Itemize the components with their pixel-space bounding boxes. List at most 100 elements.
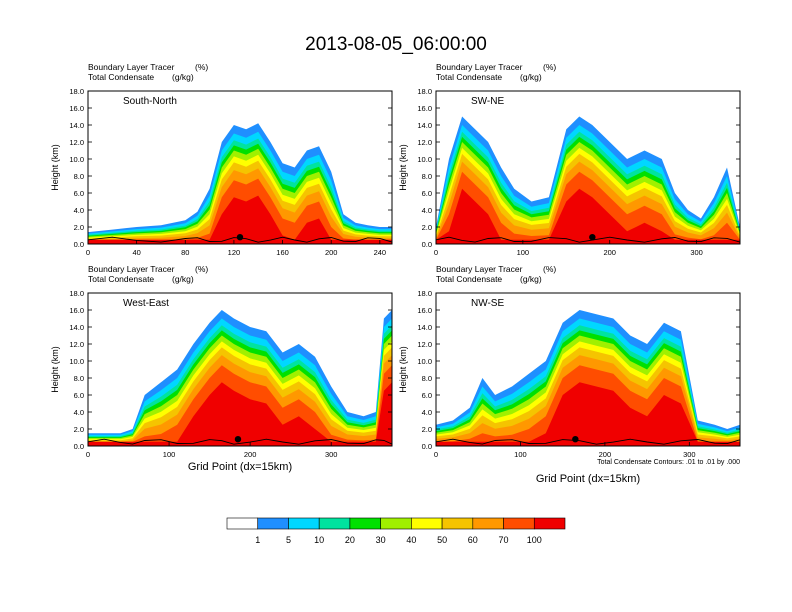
header-tracer-units: (%): [543, 62, 556, 72]
colorbar-swatch: [472, 517, 504, 530]
colorbar-label: 30: [376, 535, 386, 545]
y-tick-label: 8.0: [74, 172, 84, 181]
y-tick-label: 2.0: [422, 223, 432, 232]
tracer-band-100: [88, 382, 392, 446]
terrain-line: [88, 438, 392, 445]
colorbar-label: 10: [314, 535, 324, 545]
header-tracer-label: Boundary Layer Tracer: [88, 62, 175, 72]
y-axis-label: Height (km): [50, 144, 60, 191]
x-tick-label: 300: [325, 450, 338, 459]
colorbar-swatch: [503, 517, 535, 530]
y-tick-label: 12.0: [417, 340, 432, 349]
header-condensate-units: (g/kg): [172, 274, 194, 284]
x-tick-label: 200: [325, 248, 338, 257]
colorbar-label: 1: [255, 535, 260, 545]
y-tick-label: 4.0: [74, 408, 84, 417]
header-condensate-label: Total Condensate: [88, 72, 154, 82]
x-tick-label: 300: [690, 248, 703, 257]
y-tick-label: 0.0: [74, 240, 84, 249]
header-tracer-label: Boundary Layer Tracer: [436, 62, 523, 72]
panel-nw-se: Boundary Layer Tracer (%) Total Condensate…: [398, 264, 741, 459]
site-marker: [234, 436, 242, 443]
y-axis-label: Height (km): [398, 346, 408, 393]
colorbar-label: 50: [437, 535, 447, 545]
x-axis-label-left: Grid Point (dx=15km): [188, 461, 292, 473]
y-tick-label: 0.0: [74, 442, 84, 451]
y-tick-label: 18.0: [69, 87, 84, 96]
colorbar-swatch: [533, 517, 566, 530]
header-condensate-label: Total Condensate: [436, 72, 502, 82]
tracer-field: [88, 310, 392, 446]
panel-sw-ne: Boundary Layer Tracer (%) Total Condensate…: [398, 62, 741, 257]
tracer-band-100: [436, 188, 740, 244]
header-tracer-label: Boundary Layer Tracer: [436, 264, 523, 274]
colorbar-swatch: [411, 517, 443, 530]
x-tick-label: 240: [374, 248, 387, 257]
x-tick-label: 200: [603, 248, 616, 257]
terrain-line: [436, 438, 740, 445]
plot-frame: [87, 90, 393, 245]
plot-frame: [435, 292, 741, 447]
y-tick-label: 16.0: [417, 104, 432, 113]
tracer-field: [88, 123, 392, 244]
panel-west-east: Boundary Layer Tracer (%) Total Condensate…: [50, 264, 393, 459]
y-tick-label: 14.0: [417, 323, 432, 332]
y-tick-label: 8.0: [74, 374, 84, 383]
x-tick-label: 0: [434, 248, 438, 257]
y-tick-label: 12.0: [69, 138, 84, 147]
x-tick-label: 100: [514, 450, 527, 459]
y-tick-label: 0.0: [422, 442, 432, 451]
header-tracer-units: (%): [195, 264, 208, 274]
y-tick-label: 14.0: [69, 323, 84, 332]
y-tick-label: 0.0: [422, 240, 432, 249]
y-tick-label: 10.0: [69, 357, 84, 366]
header-tracer-label: Boundary Layer Tracer: [88, 264, 175, 274]
x-tick-label: 160: [276, 248, 289, 257]
figure-title: 2013-08-05_06:00:00: [305, 34, 487, 55]
x-tick-label: 200: [244, 450, 257, 459]
x-tick-label: 120: [228, 248, 241, 257]
colorbar-swatch: [441, 517, 474, 530]
y-tick-label: 10.0: [417, 357, 432, 366]
panel-name: SW-NE: [471, 96, 504, 107]
colorbar-label: 5: [286, 535, 291, 545]
y-tick-label: 6.0: [422, 391, 432, 400]
site-marker: [572, 436, 579, 443]
y-tick-label: 10.0: [69, 155, 84, 164]
y-tick-label: 16.0: [417, 306, 432, 315]
plot-frame: [87, 292, 393, 447]
y-tick-label: 2.0: [422, 425, 432, 434]
plot-frame: [435, 90, 741, 245]
y-tick-label: 12.0: [69, 340, 84, 349]
x-tick-label: 100: [517, 248, 530, 257]
y-tick-label: 6.0: [74, 391, 84, 400]
colorbar-swatch: [380, 517, 412, 530]
header-condensate-label: Total Condensate: [88, 274, 154, 284]
terrain-line: [436, 236, 740, 243]
contour-footnote: Total Condensate Contours: .01 to .01 by…: [597, 459, 740, 466]
panel-name: South-North: [123, 96, 177, 107]
panel-name: West-East: [123, 298, 169, 309]
x-tick-label: 40: [132, 248, 140, 257]
colorbar: 1 5 10 20 30 40 50 60 70 100: [226, 517, 566, 545]
y-tick-label: 6.0: [422, 189, 432, 198]
site-marker: [236, 234, 244, 241]
y-tick-label: 18.0: [69, 289, 84, 298]
header-tracer-units: (%): [195, 62, 208, 72]
colorbar-swatch: [288, 517, 320, 530]
y-tick-label: 4.0: [422, 206, 432, 215]
colorbar-swatch: [226, 517, 259, 530]
y-tick-label: 16.0: [69, 104, 84, 113]
colorbar-label: 100: [527, 535, 542, 545]
y-tick-label: 16.0: [69, 306, 84, 315]
y-axis-label: Height (km): [398, 144, 408, 191]
header-condensate-units: (g/kg): [520, 72, 542, 82]
x-tick-label: 300: [683, 450, 696, 459]
y-axis-label: Height (km): [50, 346, 60, 393]
y-tick-label: 12.0: [417, 138, 432, 147]
colorbar-swatch: [349, 517, 381, 530]
x-axis-label-right: Grid Point (dx=15km): [536, 473, 640, 485]
colorbar-swatch: [318, 517, 351, 530]
header-condensate-units: (g/kg): [172, 72, 194, 82]
